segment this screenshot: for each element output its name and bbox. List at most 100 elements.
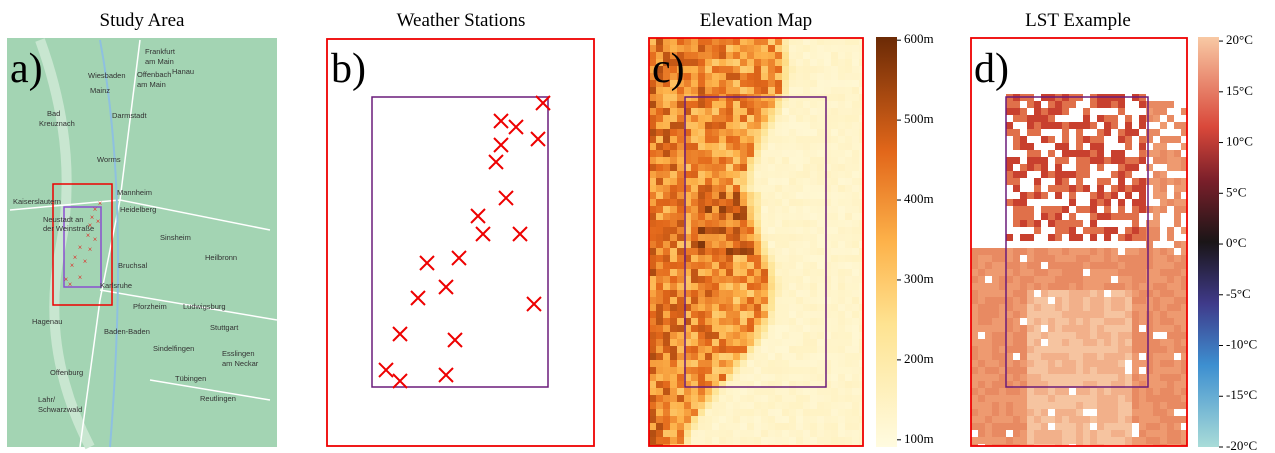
elevation-cell [698, 367, 705, 374]
station-marker [420, 256, 434, 270]
lst-cell [1132, 248, 1139, 255]
elevation-cell [775, 241, 782, 248]
lst-cell [1181, 206, 1187, 213]
elevation-cell [726, 87, 733, 94]
lst-cell [1153, 234, 1160, 241]
elevation-cell [775, 395, 782, 402]
elevation-cell [670, 437, 677, 444]
lst-cell [1160, 374, 1167, 381]
lst-cell [1118, 318, 1125, 325]
lst-cell [1146, 206, 1153, 213]
lst-cell [1041, 297, 1048, 304]
elevation-cell [705, 199, 712, 206]
lst-cell [1132, 374, 1139, 381]
elevation-cell [803, 80, 810, 87]
elevation-cell [698, 353, 705, 360]
lst-cell [1153, 108, 1160, 115]
elevation-cell [705, 304, 712, 311]
lst-cell [1006, 437, 1013, 444]
lst-cell [1146, 136, 1153, 143]
lst-cell [1174, 346, 1181, 353]
map-label: Hagenau [32, 317, 62, 326]
elevation-cell [817, 276, 824, 283]
elevation-cell [733, 66, 740, 73]
elevation-cell [670, 248, 677, 255]
lst-cell [1181, 122, 1187, 129]
elevation-cell [677, 416, 684, 423]
elevation-cell [761, 45, 768, 52]
lst-cell [1020, 402, 1027, 409]
elevation-cell [698, 262, 705, 269]
elevation-cell [761, 325, 768, 332]
elevation-cell [803, 276, 810, 283]
lst-cell [978, 262, 985, 269]
elevation-cell [768, 150, 775, 157]
lst-cell [1146, 164, 1153, 171]
lst-cell [999, 276, 1006, 283]
elevation-cell [747, 171, 754, 178]
lst-cell [1041, 374, 1048, 381]
lst-cell [999, 367, 1006, 374]
lst-cell [1160, 185, 1167, 192]
elevation-cell [698, 395, 705, 402]
lst-cell [1006, 269, 1013, 276]
elevation-cell [691, 346, 698, 353]
elevation-cell [838, 297, 845, 304]
elevation-cell [754, 353, 761, 360]
elevation-cell [789, 108, 796, 115]
lst-cell [1174, 339, 1181, 346]
elevation-cell [740, 115, 747, 122]
elevation-cell [698, 73, 705, 80]
lst-cell [1118, 325, 1125, 332]
elevation-cell [838, 311, 845, 318]
elevation-cell [719, 185, 726, 192]
elevation-cell [663, 143, 670, 150]
lst-cell [1146, 353, 1153, 360]
elevation-cell [852, 318, 859, 325]
elevation-cell [747, 66, 754, 73]
elevation-cell [705, 430, 712, 437]
lst-cell [1041, 276, 1048, 283]
lst-cell [1118, 269, 1125, 276]
elevation-cell [719, 297, 726, 304]
lst-cell [1104, 248, 1111, 255]
elevation-cell [691, 311, 698, 318]
lst-cell [1146, 178, 1153, 185]
lst-cell [1181, 325, 1187, 332]
lst-cell [992, 409, 999, 416]
elevation-cell [712, 171, 719, 178]
elevation-cell [782, 192, 789, 199]
lst-cell [971, 381, 978, 388]
lst-cell [1153, 185, 1160, 192]
lst-cell [1146, 255, 1153, 262]
lst-cell [1167, 402, 1174, 409]
elevation-cell [747, 178, 754, 185]
elevation-cell [691, 395, 698, 402]
lst-cell [971, 367, 978, 374]
elevation-cell [824, 206, 831, 213]
elevation-cell [691, 325, 698, 332]
elevation-cell [670, 318, 677, 325]
elevation-cell [852, 122, 859, 129]
lst-cell [1006, 388, 1013, 395]
lst-cell [1076, 157, 1083, 164]
lst-cell [1090, 346, 1097, 353]
elevation-cell [789, 73, 796, 80]
lst-cell [1041, 360, 1048, 367]
elevation-cell [810, 346, 817, 353]
elevation-cell [796, 304, 803, 311]
elevation-cell [719, 171, 726, 178]
elevation-cell [712, 325, 719, 332]
lst-cell [1034, 129, 1041, 136]
lst-cell [1062, 122, 1069, 129]
elevation-cell [740, 430, 747, 437]
elevation-cell [670, 430, 677, 437]
elevation-cell [831, 381, 838, 388]
elevation-cell [782, 353, 789, 360]
elevation-cell [803, 388, 810, 395]
lst-cell [1055, 185, 1062, 192]
lst-cell [1097, 346, 1104, 353]
elevation-cell [838, 346, 845, 353]
lst-cell [1118, 262, 1125, 269]
elevation-cell [817, 332, 824, 339]
